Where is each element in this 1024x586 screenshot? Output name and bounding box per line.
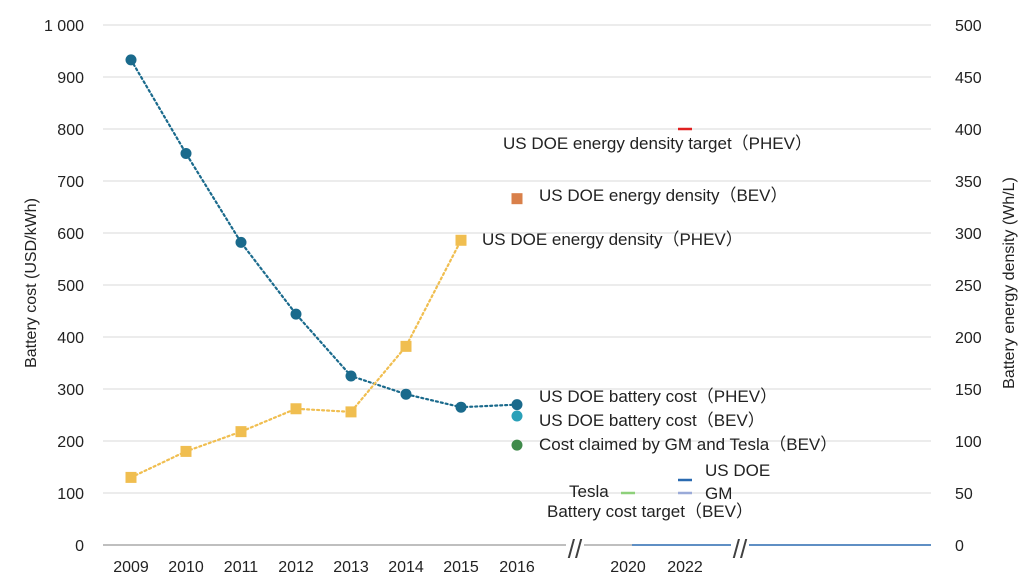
x-tick-label: 2020 [610,559,646,576]
label-us-doe: US DOE [705,461,770,480]
point-us-doe-energy-density-phev [180,445,192,457]
y-left-tick-label: 700 [57,174,84,191]
label-battery-cost-target-bev: Battery cost target（BEV） [547,502,753,521]
x-tick-label: 2010 [168,559,204,576]
label-us-doe-battery-cost-phev: US DOE battery cost（PHEV） [539,387,777,406]
label-us-doe-energy-density-target-phev: US DOE energy density target（PHEV） [503,134,812,153]
axis-break-mark: // [733,534,748,564]
y-right-tick-label: 50 [955,486,973,503]
label-cost-claimed-by-gm-and-tesla-bev: Cost claimed by GM and Tesla（BEV） [539,435,837,454]
y-left-tick-label: 800 [57,122,84,139]
point-us-doe-battery-cost-phev [400,388,412,400]
x-tick-label: 2009 [113,559,149,576]
x-tick-label: 2015 [443,559,479,576]
y-left-tick-label: 300 [57,382,84,399]
x-tick-label: 2011 [224,559,259,576]
point-us-doe-battery-cost-bev [511,410,523,422]
x-tick-label: 2014 [388,559,424,576]
y-left-tick-label: 500 [57,278,84,295]
x-tick-label: 2022 [667,559,703,576]
series-layer [125,54,692,495]
y-right-tick-label: 0 [955,538,964,555]
point-us-doe-battery-cost-phev [180,147,192,159]
point-us-doe-energy-density-phev [345,406,357,418]
y-left-tick-label: 200 [57,434,84,451]
series-line-us-doe-energy-density-phev [129,239,463,479]
y-right-tick-label: 500 [955,18,982,35]
y-axis-left-ticks: 0 100 200 300 400 500 600 700 800 900 1 000 [44,18,84,555]
point-us-doe-energy-density-phev [235,426,247,438]
point-us-doe-energy-density-phev [400,340,412,352]
point-us-doe-battery-cost-phev [290,308,302,320]
point-us-doe-battery-cost-phev [125,54,137,66]
axis-break-gap [566,531,584,561]
y-left-tick-label: 900 [57,70,84,87]
annotation-layer: US DOE energy density target（PHEV） US DOE… [482,134,837,521]
point-us-doe-energy-density-bev [511,193,523,205]
y-left-tick-label: 600 [57,226,84,243]
point-us-doe-battery-cost-phev [455,401,467,413]
y-right-tick-label: 200 [955,330,982,347]
label-tesla: Tesla [569,482,609,501]
point-us-doe-battery-cost-phev [511,399,523,411]
point-us-doe-battery-cost-phev [345,370,357,382]
gridlines [103,24,931,494]
x-axis-ticks: 2009 2010 2011 2012 2013 2014 2015 2016 2020 2022 [113,559,703,576]
y-left-tick-label: 0 [75,538,84,555]
y-right-tick-label: 100 [955,434,982,451]
label-gm: GM [705,484,732,503]
y-right-tick-label: 450 [955,70,982,87]
y-left-tick-label: 1 000 [44,18,84,35]
label-us-doe-battery-cost-bev: US DOE battery cost（BEV） [539,411,765,430]
point-us-doe-energy-density-phev [455,234,467,246]
axis-break-mark: // [568,534,583,564]
label-us-doe-energy-density-phev: US DOE energy density（PHEV） [482,230,743,249]
y-right-tick-label: 250 [955,278,982,295]
point-us-doe-energy-density-phev [290,403,302,415]
x-tick-label: 2013 [333,559,369,576]
axis-breaks: // // [566,531,749,564]
y-axis-left-title: Battery cost (USD/kWh) [23,198,40,368]
x-tick-label: 2016 [499,559,535,576]
series-line-us-doe-battery-cost-phev [129,58,519,409]
y-right-tick-label: 150 [955,382,982,399]
y-right-tick-label: 300 [955,226,982,243]
point-cost-claimed-by-gm-and-tesla-bev [511,439,523,451]
label-us-doe-energy-density-bev: US DOE energy density（BEV） [539,186,787,205]
y-axis-right-title: Battery energy density (Wh/L) [1001,177,1018,389]
point-us-doe-energy-density-phev [125,471,137,483]
y-axis-right-ticks: 0 50 100 150 200 250 300 350 400 450 500 [955,18,982,555]
y-left-tick-label: 400 [57,330,84,347]
y-right-tick-label: 350 [955,174,982,191]
axis-break-gap [731,531,749,561]
y-right-tick-label: 400 [955,122,982,139]
x-tick-label: 2012 [278,559,314,576]
y-left-tick-label: 100 [57,486,84,503]
point-us-doe-battery-cost-phev [235,236,247,248]
